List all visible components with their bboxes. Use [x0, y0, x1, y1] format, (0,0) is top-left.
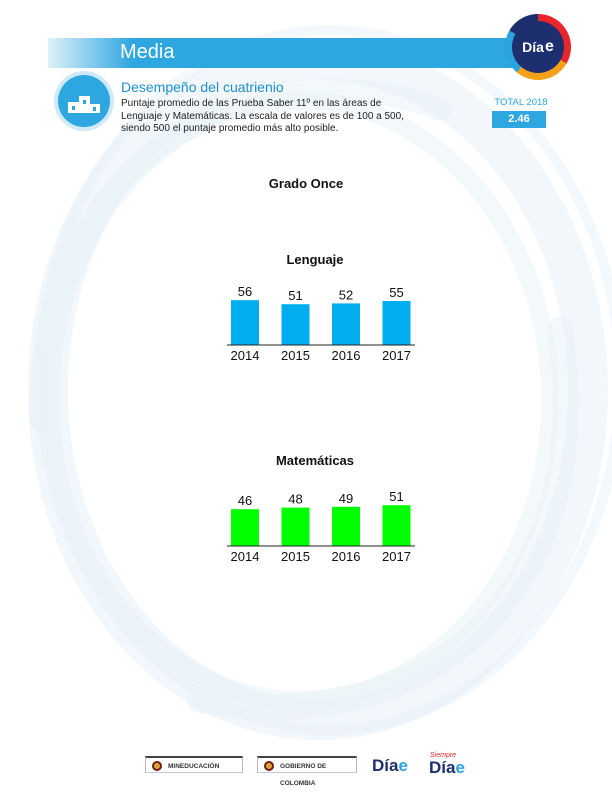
lenguaje-chart-plot: 56 2014 51 2015 52 2016 55 2017 [227, 284, 415, 363]
bar-2016 [332, 506, 360, 546]
matematicas-chart-plot: 46 2014 48 2015 49 2016 51 2017 [227, 489, 415, 564]
x-tick-label: 2017 [382, 549, 411, 564]
matematicas-chart: Matemáticas 46 2014 48 2015 49 2016 51 2017 [200, 453, 430, 583]
data-label: 51 [389, 489, 403, 504]
data-label: 56 [238, 284, 252, 299]
logo-text: Día [522, 39, 544, 55]
dia-e-logo: Díae [372, 756, 408, 775]
total-value: 2.46 [492, 111, 546, 128]
x-tick-label: 2016 [332, 348, 361, 363]
bar-2015 [281, 507, 310, 546]
dia-e-logo: Día e [505, 14, 571, 80]
x-tick-label: 2014 [231, 348, 260, 363]
bar-2017 [382, 301, 411, 345]
data-label: 49 [339, 491, 353, 506]
chart-title: Matemáticas [275, 453, 355, 468]
mineducacion-logo: MINEDUCACIÓN [145, 756, 243, 773]
lenguaje-chart: Lenguaje 56 2014 51 2015 52 2016 55 2017 [200, 252, 430, 382]
data-label: 55 [389, 285, 403, 300]
coat-of-arms-icon [264, 761, 274, 771]
podium-icon [58, 75, 110, 127]
coat-of-arms-icon [152, 761, 162, 771]
section-title: Media [120, 41, 175, 63]
x-tick-label: 2015 [281, 348, 310, 363]
chart-title: Lenguaje [286, 252, 344, 267]
x-tick-label: 2015 [281, 549, 310, 564]
bar-2015 [281, 304, 310, 345]
x-tick-label: 2017 [382, 348, 411, 363]
x-tick-label: 2016 [332, 549, 361, 564]
bar-2016 [332, 303, 360, 345]
siempre-tagline: Siempre [430, 752, 457, 759]
bar-2014 [231, 300, 259, 345]
data-label: 48 [288, 492, 302, 507]
siempre-dia-e-logo: Díae [429, 758, 465, 777]
bar-2014 [231, 509, 259, 546]
total-label: TOTAL 2018 [494, 97, 548, 108]
section-subtitle: Desempeño del cuatrienio [121, 79, 284, 95]
data-label: 51 [288, 288, 302, 303]
data-label: 46 [238, 493, 252, 508]
data-label: 52 [339, 287, 353, 302]
section-banner [48, 38, 518, 68]
x-tick-label: 2014 [231, 549, 260, 564]
bar-2017 [382, 505, 411, 546]
grade-title: Grado Once [268, 176, 344, 191]
gobierno-de-colombia-logo: GOBIERNO DE COLOMBIA [257, 756, 357, 787]
section-description: Puntaje promedio de las Prueba Saber 11º… [121, 98, 404, 134]
logo-e: e [544, 38, 554, 55]
footer: MINEDUCACIÓN GOBIERNO DE COLOMBIA Díae S… [0, 752, 612, 787]
